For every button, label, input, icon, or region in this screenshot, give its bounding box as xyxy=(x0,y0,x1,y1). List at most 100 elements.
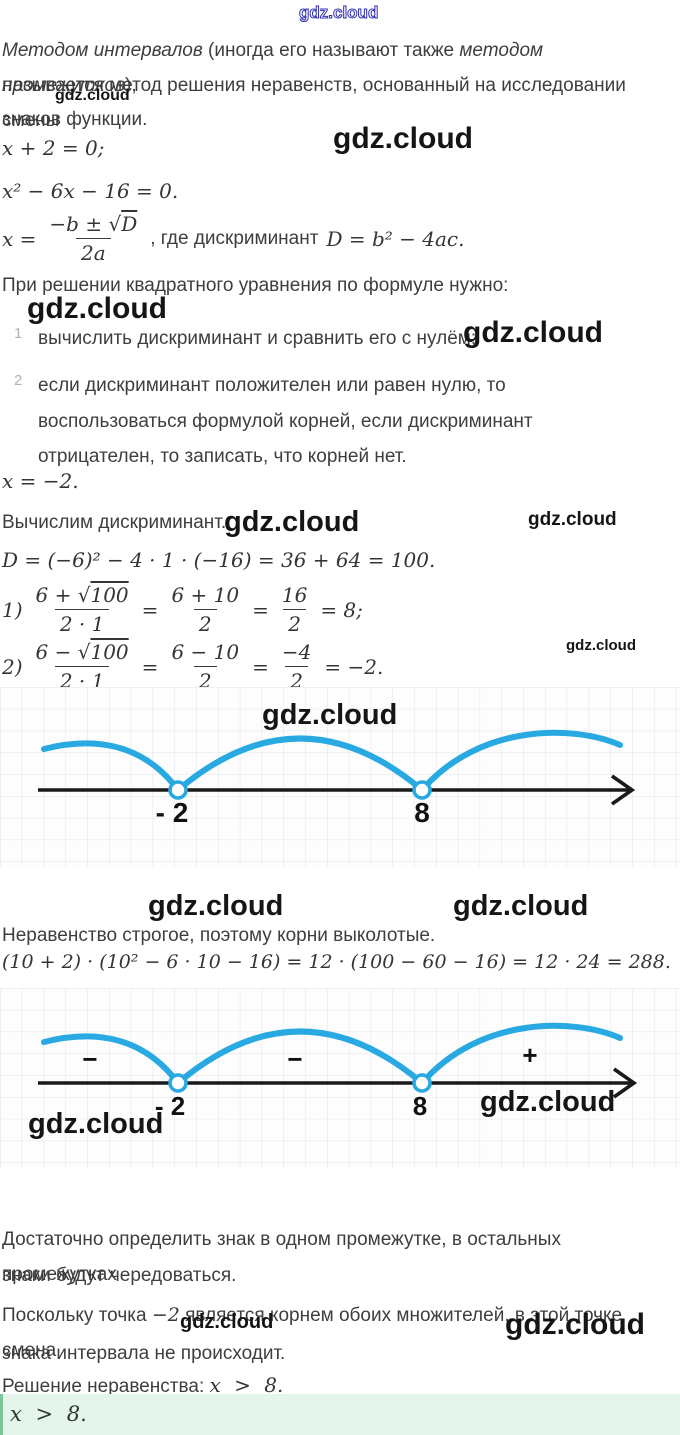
root-formula-lhs: x = xyxy=(2,226,37,251)
watermark: gdz.cloud xyxy=(27,292,167,325)
watermark: gdz.cloud xyxy=(463,316,603,349)
step-1-f3-num: 16 xyxy=(281,583,308,607)
equals-sign: = xyxy=(141,654,159,679)
solution-math: x > 8. xyxy=(209,1373,284,1397)
watermark: gdz.cloud xyxy=(148,890,284,922)
equation-quadratic: x² − 6x − 16 = 0. xyxy=(2,179,179,203)
intro-line-2: называется метод решения неравенств, осн… xyxy=(2,75,626,131)
step-2-f3-num: −4 xyxy=(281,640,312,664)
number-line-diagram-1: - 2 8 xyxy=(0,687,680,867)
disc-calc: D = (−6)² − 4 · 1 · (−16) = 36 + 64 = 10… xyxy=(2,548,436,572)
step-1-f1-den: 2 · 1 xyxy=(54,609,110,636)
answer-text: x > 8. xyxy=(10,1402,87,1426)
watermark: gdz.cloud xyxy=(224,506,360,538)
solution-label: Решение неравенства: xyxy=(2,1376,210,1397)
parabola-arcs xyxy=(41,729,623,793)
equation-linear: x + 2 = 0; xyxy=(2,136,105,160)
arc-middle xyxy=(175,735,425,793)
answer-band: x > 8. xyxy=(0,1394,680,1435)
point-label-8: 8 xyxy=(413,1091,427,1121)
step-2-fraction-3: −4 2 xyxy=(277,640,316,693)
rule-text-1: вычислить дискриминант и сравнить его с … xyxy=(38,328,477,349)
step-2-label: 2) xyxy=(2,654,23,679)
step-1-fraction-3: 16 2 xyxy=(277,583,312,636)
conclusion-1-line-2: знаки будут чередоваться. xyxy=(2,1265,237,1286)
grid-lines xyxy=(0,687,680,867)
watermark: gdz.cloud xyxy=(333,122,473,155)
grid-lines xyxy=(0,988,680,1168)
quad-rule-intro: При решении квадратного уравнения по фор… xyxy=(2,275,509,296)
step-1-row: 1) 6 + √100 2 · 1 = 6 + 10 2 = 16 2 = 8; xyxy=(2,583,363,636)
watermark: gdz.cloud xyxy=(566,637,636,654)
step-1-fraction-2: 6 + 10 2 xyxy=(166,583,244,636)
rule-number-1: 1 xyxy=(14,325,23,342)
step-2-fraction-2: 6 − 10 2 xyxy=(166,640,244,693)
watermark: gdz.cloud xyxy=(480,1086,616,1118)
conclusion-2-post: является корнем обоих множителей, в этой… xyxy=(2,1305,623,1361)
solution-line: Решение неравенства: x > 8. xyxy=(2,1368,283,1404)
watermark: gdz.cloud xyxy=(28,1108,164,1140)
equals-sign: = xyxy=(252,597,269,622)
open-point-minus2 xyxy=(168,780,188,800)
equals-sign: = xyxy=(252,654,269,679)
step-1-f2-den: 2 xyxy=(193,609,217,636)
root-formula-row: x = −b ± √D 2a , где дискриминант D = b²… xyxy=(2,212,464,265)
point-label-minus2: - 2 xyxy=(156,797,189,828)
conclusion-2-math: −2 xyxy=(151,1304,180,1326)
watermark-outline: gdz.cloud xyxy=(298,3,379,23)
rule-number-2: 2 xyxy=(14,372,23,389)
intro-term-italic: Методом интервалов xyxy=(2,40,203,61)
sqrt-sign: √ xyxy=(77,640,91,664)
watermark: gdz.cloud xyxy=(180,1311,274,1333)
fraction-numerator: −b ± √D xyxy=(44,212,142,238)
root-formula-fraction: −b ± √D 2a xyxy=(44,212,142,265)
check-calc: (10 + 2) · (10² − 6 · 10 − 16) = 12 · (1… xyxy=(2,951,671,973)
intro-line-3: знаков функции. xyxy=(2,109,148,130)
radicand: D xyxy=(121,212,138,236)
number-line-diagram-2: − − + - 2 8 xyxy=(0,988,680,1168)
arc-left xyxy=(41,1033,181,1086)
rule-text-2: если дискриминант положителен или равен … xyxy=(38,375,533,467)
discriminant-note-text: , где дискриминант xyxy=(150,227,319,249)
arc-middle xyxy=(175,1028,425,1086)
step-1-fraction-1: 6 + √100 2 · 1 xyxy=(31,583,134,636)
step-1-result: = 8; xyxy=(320,597,363,622)
step-2-f2-num: 6 − 10 xyxy=(171,640,240,664)
numerator-pre: −b ± xyxy=(49,212,109,236)
step-1-f2-num: 6 + 10 xyxy=(171,583,240,607)
axis xyxy=(38,1067,638,1099)
step-2-result: = −2. xyxy=(324,654,384,679)
parabola-arcs xyxy=(41,1022,623,1086)
sqrt-sign: √ xyxy=(77,583,91,607)
interval-sign-1: − xyxy=(82,1044,97,1074)
point-label-8: 8 xyxy=(414,797,430,828)
conclusion-2-line-2: знака интервала не происходит. xyxy=(2,1343,286,1364)
step-2-fraction-1: 6 − √100 2 · 1 xyxy=(31,640,134,693)
intro-line-1: Методом интервалов (иногда его называют … xyxy=(2,33,680,103)
arc-left xyxy=(41,740,181,793)
axis-arrow-icon xyxy=(612,1067,638,1099)
step-1-label: 1) xyxy=(2,597,23,622)
open-point-8 xyxy=(412,780,432,800)
linear-root: x = −2. xyxy=(2,469,79,493)
f1-num-pre: 6 + xyxy=(35,583,78,607)
conclusion-2-line-1: Поскольку точка −2 является корнем обоих… xyxy=(2,1298,680,1368)
fraction-denominator: 2a xyxy=(76,238,111,265)
point-label-minus2: - 2 xyxy=(155,1091,185,1121)
axis xyxy=(38,774,636,806)
discriminant-note-math: D = b² − 4ac. xyxy=(326,226,465,251)
step-2-row: 2) 6 − √100 2 · 1 = 6 − 10 2 = −4 2 = −2… xyxy=(2,640,383,693)
intro-regular-2: ), xyxy=(125,75,137,96)
open-point-minus2 xyxy=(168,1073,188,1093)
axis-arrow-icon xyxy=(610,774,636,806)
watermark: gdz.cloud xyxy=(505,1308,645,1341)
step-2-f1-num: 6 − √100 xyxy=(31,640,134,666)
strict-note: Неравенство строгое, поэтому корни выкол… xyxy=(2,925,436,946)
watermark: gdz.cloud xyxy=(55,87,130,104)
f1-num-pre: 6 − xyxy=(35,640,78,664)
intro-regular-1: (иногда его называют также xyxy=(202,40,460,61)
disc-label: Вычислим дискриминант. xyxy=(2,512,227,533)
equals-sign: = xyxy=(141,597,159,622)
conclusion-1-line-1: Достаточно определить знак в одном проме… xyxy=(2,1229,561,1285)
interval-sign-3: + xyxy=(522,1040,537,1070)
